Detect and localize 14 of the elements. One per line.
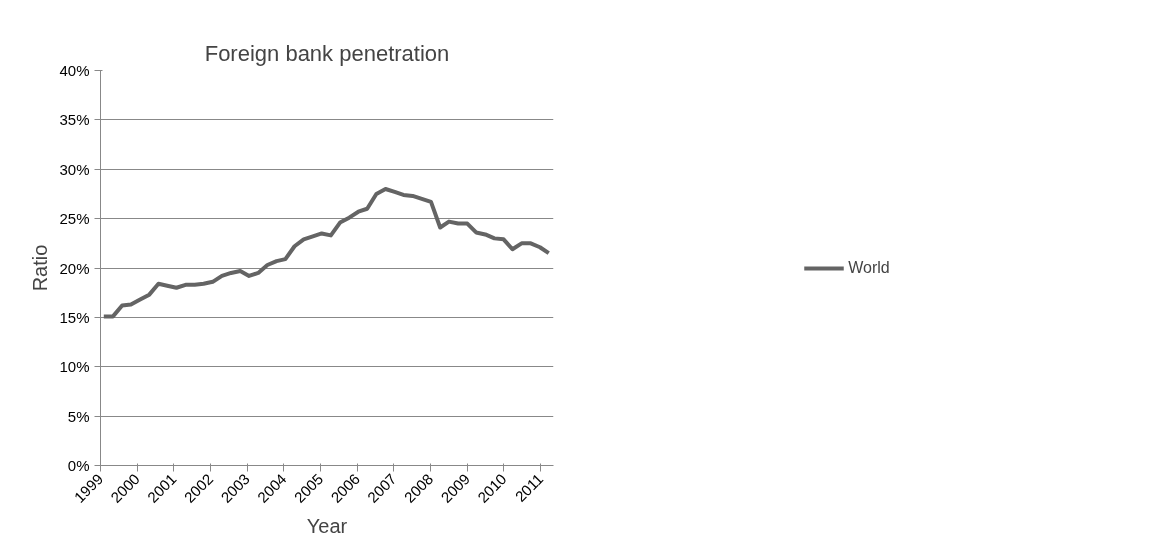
y-tick-label: 15% <box>59 308 90 326</box>
line-series <box>101 187 551 319</box>
x-axis-title: Year <box>306 515 348 538</box>
y-axis-title: Ratio <box>29 244 52 292</box>
y-tick-label: 40% <box>59 62 90 79</box>
y-tick-label: 10% <box>59 358 90 376</box>
y-tick-label: 25% <box>59 210 90 228</box>
y-tick-label: 0% <box>67 457 90 474</box>
legend-label: World <box>848 258 890 277</box>
y-tick-label: 5% <box>67 407 90 425</box>
chart-title: Foreign bank penetration <box>204 40 450 66</box>
y-tick-label: 30% <box>59 160 90 178</box>
y-tick-label: 35% <box>59 111 90 129</box>
y-tick-label: 20% <box>59 259 90 277</box>
